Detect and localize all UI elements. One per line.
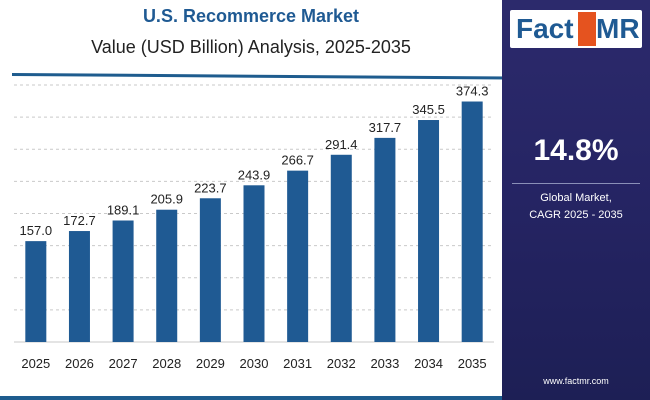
- data-label-2035: 374.3: [456, 84, 489, 99]
- data-label-2030: 243.9: [238, 167, 271, 182]
- cagr-label: Global Market, CAGR 2025 - 2035: [502, 190, 650, 224]
- bar-2034: [418, 120, 440, 342]
- x-tick-2033: 2033: [370, 356, 399, 371]
- sidebar-panel: Fact MR 14.8% Global Market, CAGR 2025 -…: [502, 0, 650, 400]
- data-label-2033: 317.7: [369, 120, 402, 135]
- bar-2026: [68, 231, 90, 342]
- chart-area: U.S. Recommerce Market Value (USD Billio…: [0, 6, 512, 400]
- chart-title: U.S. Recommerce Market: [142, 6, 360, 26]
- x-tick-2025: 2025: [21, 356, 50, 371]
- data-label-2027: 189.1: [107, 203, 140, 218]
- chart-subtitle: Value (USD Billion) Analysis, 2025-2035: [91, 37, 411, 57]
- bar-2029: [199, 198, 221, 342]
- bar-2033: [374, 137, 396, 342]
- bar-2035: [461, 101, 483, 342]
- cagr-value: 14.8%: [533, 134, 619, 167]
- x-tick-2034: 2034: [414, 356, 443, 371]
- bar-2030: [243, 185, 265, 342]
- x-tick-2028: 2028: [152, 356, 181, 371]
- cagr-label-line2: CAGR 2025 - 2035: [529, 209, 623, 221]
- bottom-bar: [0, 396, 502, 400]
- x-tick-2026: 2026: [65, 356, 94, 371]
- data-label-2029: 223.7: [194, 180, 227, 195]
- website-link[interactable]: www.factmr.com: [543, 376, 609, 386]
- data-label-2034: 345.5: [412, 102, 445, 117]
- bar-2032: [330, 154, 352, 342]
- x-tick-2035: 2035: [458, 356, 487, 371]
- data-label-2028: 205.9: [150, 192, 183, 207]
- data-label-2025: 157.0: [20, 223, 53, 238]
- x-tick-2031: 2031: [283, 356, 312, 371]
- cagr-label-line1: Global Market,: [540, 192, 612, 204]
- x-tick-2029: 2029: [196, 356, 225, 371]
- data-label-2026: 172.7: [63, 213, 96, 228]
- cagr-divider: [512, 183, 640, 184]
- logo-dot-block: [578, 12, 596, 46]
- bar-2025: [25, 241, 47, 342]
- data-label-2031: 266.7: [281, 153, 314, 168]
- bar-2031: [287, 170, 309, 342]
- data-label-2032: 291.4: [325, 137, 358, 152]
- x-tick-2032: 2032: [327, 356, 356, 371]
- x-tick-2027: 2027: [109, 356, 138, 371]
- logo-text-mr: MR: [596, 13, 640, 44]
- bar-2027: [112, 220, 134, 342]
- bar-2028: [156, 209, 178, 342]
- logo-text-fact: Fact: [516, 13, 574, 44]
- bar-chart: 157.0 2025 172.7 2026 189.1 2027 205.9 2028 223.…: [14, 84, 494, 371]
- x-tick-2030: 2030: [240, 356, 269, 371]
- factmr-logo: Fact MR: [510, 10, 642, 48]
